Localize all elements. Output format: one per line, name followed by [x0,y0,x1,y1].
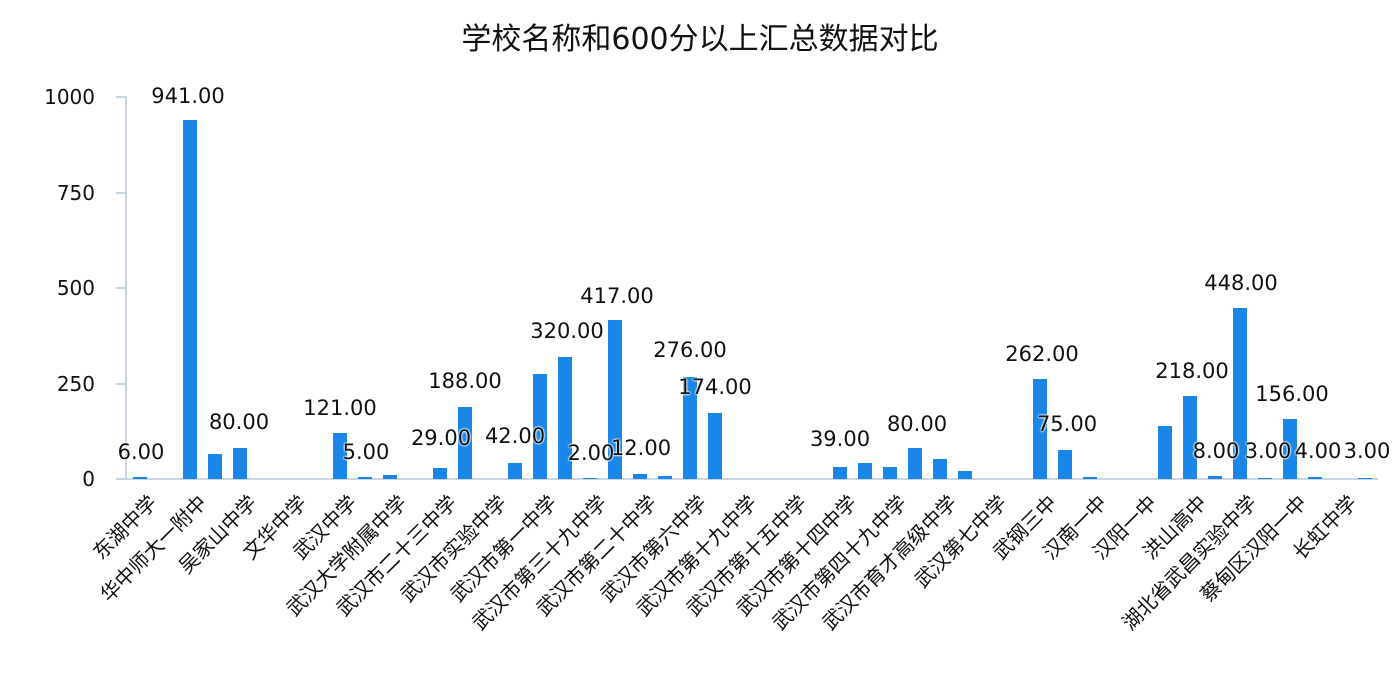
bar[interactable] [1257,477,1272,479]
bar[interactable] [432,467,447,479]
y-tick-label: 0 [82,467,95,491]
y-tick [116,96,126,98]
y-tick-label: 500 [56,276,95,300]
y-tick [116,382,126,385]
data-label: 80.00 [208,410,270,434]
bar[interactable] [1232,307,1247,479]
bar[interactable] [357,477,372,479]
data-label: 3.00 [1343,439,1391,463]
bar[interactable] [182,119,197,479]
bar[interactable] [607,319,622,479]
y-tick-label: 1000 [44,85,95,109]
data-label: 218.00 [1155,359,1229,383]
y-axis-line [125,97,127,479]
data-label: 174.00 [678,375,752,399]
bar[interactable] [507,462,522,479]
data-label: 42.00 [484,424,546,448]
bar[interactable] [957,470,972,479]
bar[interactable] [1082,477,1097,479]
data-label: 12.00 [610,436,672,460]
data-label: 156.00 [1255,382,1329,406]
bar[interactable] [1057,450,1072,479]
chart-title: 学校名称和600分以上汇总数据对比 [461,22,939,57]
bar[interactable] [557,356,572,479]
bar[interactable] [882,466,897,479]
bar[interactable] [857,462,872,479]
bar[interactable] [1157,425,1172,479]
bar[interactable] [207,453,222,479]
data-label: 320.00 [530,319,604,343]
data-label: 188.00 [428,369,502,393]
data-label: 39.00 [809,427,871,451]
y-tick [116,287,126,289]
y-tick [116,478,126,480]
bar[interactable] [932,459,947,479]
bar[interactable] [1032,378,1047,479]
bar[interactable] [232,448,247,479]
data-label: 8.00 [1192,439,1240,463]
bar[interactable] [707,412,722,479]
bar[interactable] [332,432,347,479]
y-tick-label: 250 [56,371,95,396]
data-label: 4.00 [1294,439,1342,463]
bar[interactable] [1357,477,1372,479]
bar[interactable] [582,478,597,479]
bar[interactable] [1207,475,1222,479]
data-label: 262.00 [1005,342,1079,366]
y-tick [116,191,126,194]
data-label: 75.00 [1036,412,1098,436]
data-label: 417.00 [580,284,654,308]
data-label: 2.00 [567,441,615,465]
bar[interactable] [532,373,547,479]
data-label: 448.00 [1204,271,1278,295]
bar[interactable] [907,448,922,479]
bar[interactable] [1182,395,1197,479]
data-label: 276.00 [653,338,727,362]
data-label: 6.00 [117,440,165,464]
x-axis-line [116,478,1378,480]
bar[interactable] [632,474,647,479]
data-label: 29.00 [410,426,472,450]
data-label: 80.00 [886,412,948,436]
bar[interactable] [382,474,397,479]
bar[interactable] [1282,419,1297,479]
bar[interactable] [132,476,147,479]
bar[interactable] [457,407,472,479]
data-label: 121.00 [303,396,377,420]
bar[interactable] [832,466,847,479]
bar[interactable] [657,475,672,479]
data-label: 941.00 [151,84,225,108]
bar[interactable] [1307,477,1322,479]
data-label: 3.00 [1244,439,1292,463]
y-tick-label: 750 [56,180,95,205]
bar[interactable] [682,376,697,479]
data-label: 5.00 [342,440,390,464]
